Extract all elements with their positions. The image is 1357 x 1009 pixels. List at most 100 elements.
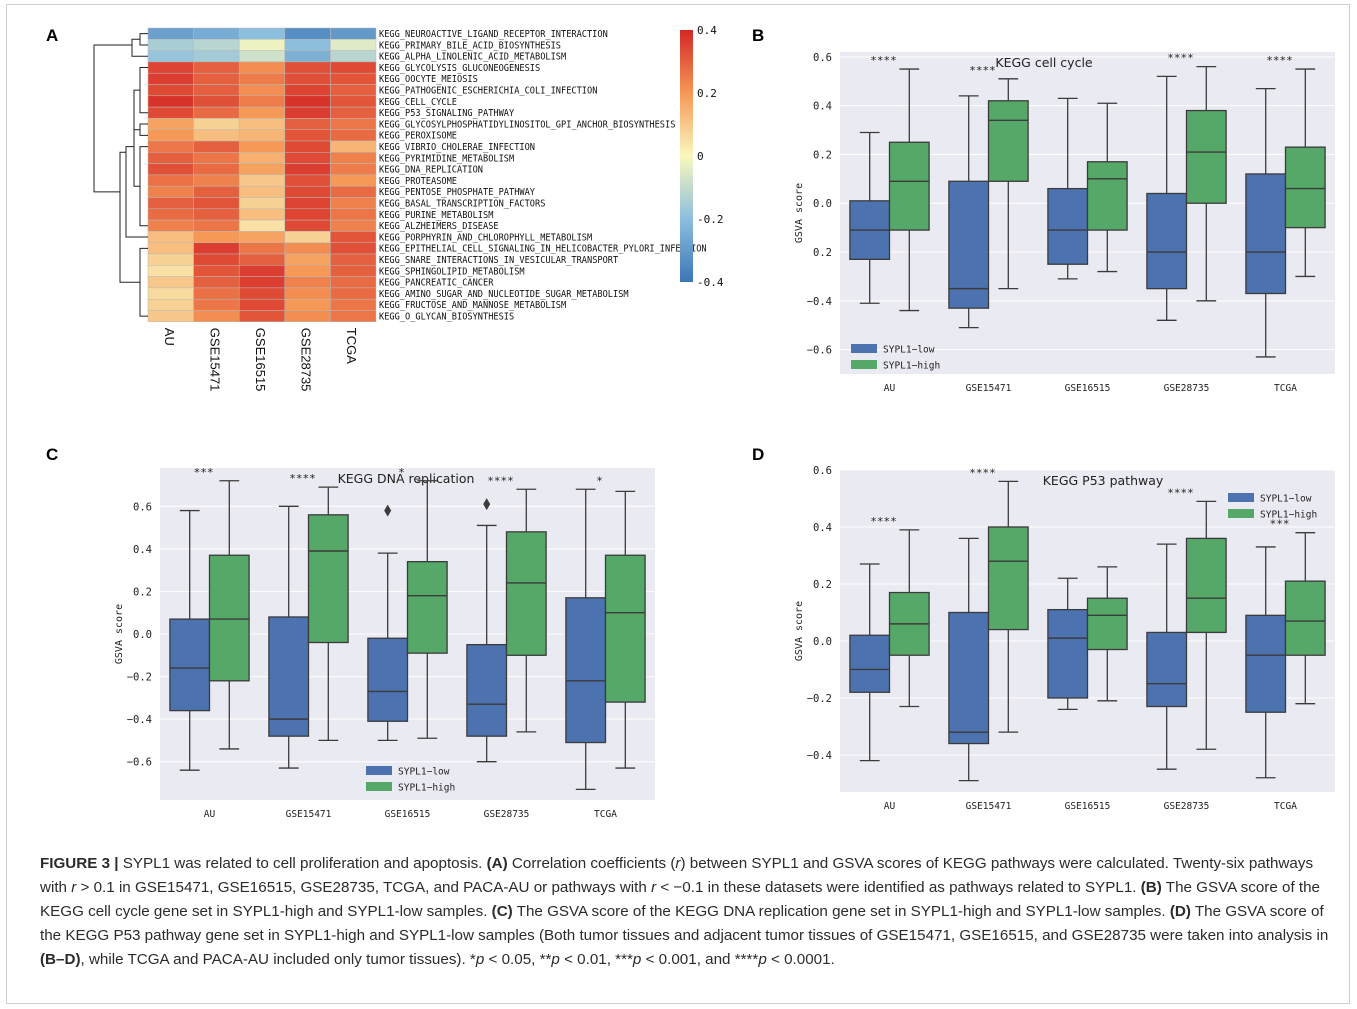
caption-a-text-3: > 0.1 in GSE15471, GSE16515, GSE28735, T… — [76, 879, 652, 896]
box — [268, 616, 310, 737]
heatmap-row-label: KEGG_EPITHELIAL_CELL_SIGNALING_IN_HELICO… — [379, 244, 707, 255]
figure-frame — [6, 4, 1350, 1004]
x-tick-label: TCGA — [1274, 801, 1297, 812]
caption-t-2: < 0.01, *** — [559, 951, 633, 968]
y-tick-label: 0.6 — [813, 465, 832, 477]
box — [948, 180, 990, 309]
x-tick-label: GSE15471 — [286, 809, 332, 820]
legend-swatch — [851, 344, 877, 353]
legend-swatch — [366, 782, 392, 791]
box — [1185, 109, 1227, 204]
heatmap-row-label: KEGG_PEROXISOME — [379, 131, 457, 142]
caption-r-2: r — [71, 879, 77, 896]
box — [1047, 187, 1089, 265]
colorbar-tick-label: 0.2 — [697, 87, 717, 100]
y-tick-label: 0.4 — [133, 544, 152, 556]
box — [1185, 537, 1227, 634]
heatmap-row-label: KEGG_PORPHYRIN_AND_CHLOROPHYLL_METABOLIS… — [379, 232, 592, 243]
significance-label: * — [398, 466, 405, 479]
box — [1086, 597, 1128, 651]
dendrogram-branch — [93, 44, 132, 193]
heatmap-row-label: KEGG_PURINE_METABOLISM — [379, 210, 494, 221]
caption-ref-c: (C) — [491, 903, 513, 920]
caption-ref-b: (B) — [1140, 879, 1162, 896]
significance-label: **** — [1167, 52, 1194, 65]
figure-caption: FIGURE 3 | SYPL1 was related to cell pro… — [40, 852, 1330, 972]
box — [1047, 608, 1089, 699]
caption-t-3: < 0.001, and **** — [641, 951, 759, 968]
legend-swatch — [1228, 493, 1254, 502]
caption-p-1: p — [475, 951, 485, 968]
chart-title: KEGG P53 pathway — [1043, 473, 1164, 488]
box — [1284, 146, 1326, 229]
x-tick-label: GSE16515 — [385, 809, 431, 820]
caption-p-3: p — [632, 951, 642, 968]
heatmap-row-label: KEGG_PATHOGENIC_ESCHERICHIA_COLI_INFECTI… — [379, 86, 598, 97]
legend-label: SYPL1−high — [398, 783, 455, 794]
box — [1146, 631, 1188, 708]
box — [1245, 173, 1287, 295]
x-tick-label: GSE16515 — [1065, 801, 1111, 812]
boxplot-panel-d: 0.6 0.4 0.2 0.0 −0.2 −0.4 GSVA score KEGG P53 p… — [794, 465, 1335, 812]
caption-a-text-2: ) between SYPL1 and GSVA scores of KEGG … — [40, 855, 1314, 896]
box — [987, 526, 1029, 631]
heatmap-row-label: KEGG_PENTOSE_PHOSPHATE_PATHWAY — [379, 187, 535, 198]
x-tick-label: AU — [204, 809, 216, 820]
colorbar-tick-label: -0.2 — [697, 213, 724, 226]
heatmap-row-label: KEGG_VIBRIO_CHOLERAE_INFECTION — [379, 142, 535, 153]
y-axis-label: GSVA score — [794, 601, 805, 661]
box — [406, 560, 448, 654]
x-tick-label: AU — [884, 801, 896, 812]
significance-label: **** — [1266, 54, 1293, 67]
heatmap-row-label: KEGG_DNA_REPLICATION — [379, 165, 483, 176]
box — [849, 634, 891, 693]
significance-label: **** — [289, 472, 316, 485]
caption-t-1: < 0.05, ** — [484, 951, 552, 968]
caption-p-2: p — [551, 951, 560, 968]
box — [987, 100, 1029, 182]
heatmap-column-label: TCGA — [344, 328, 359, 364]
y-tick-label: −0.6 — [807, 345, 832, 357]
caption-ref-d: (D) — [1169, 903, 1191, 920]
x-tick-label: GSE15471 — [966, 383, 1012, 394]
dendrogram-branch — [133, 89, 140, 187]
box — [604, 554, 646, 703]
y-tick-label: −0.4 — [807, 296, 832, 308]
dendrogram-branch — [131, 38, 148, 57]
panel-letter-d: D — [752, 445, 765, 464]
box — [1086, 161, 1128, 231]
box — [307, 514, 349, 644]
y-axis-label: GSVA score — [114, 604, 125, 664]
caption-r-3: r — [651, 879, 657, 896]
caption-sentence-1: SYPL1 was related to cell proliferation … — [118, 855, 487, 872]
boxplot-panel-b: 0.6 0.4 0.2 0.0 0.2 −0.4 −0.6 GSVA score KEGG ce… — [794, 52, 1335, 394]
significance-label: **** — [969, 64, 996, 77]
y-tick-label: 0.2 — [813, 247, 832, 259]
outlier-marker — [384, 504, 392, 517]
caption-t-4: < 0.0001. — [766, 951, 835, 968]
significance-label: *** — [194, 466, 214, 479]
heatmap-row-label: KEGG_SNARE_INTERACTIONS_IN_VESICULAR_TRA… — [379, 255, 618, 266]
heatmap-row-label: KEGG_SPHINGOLIPID_METABOLISM — [379, 266, 525, 277]
heatmap-row-label: KEGG_FRUCTOSE_AND_MANNOSE_METABOLISM — [379, 300, 566, 311]
heatmap-row-label: KEGG_P53_SIGNALING_PATHWAY — [379, 108, 514, 119]
legend-swatch — [851, 360, 877, 369]
heatmap-row-label: KEGG_ALPHA_LINOLENIC_ACID_METABOLISM — [379, 52, 566, 63]
heatmap-row-label: KEGG_GLYCOLYSIS_GLUCONEOGENESIS — [379, 63, 540, 74]
panel-letter-b: B — [752, 26, 765, 45]
y-tick-label: 0.6 — [813, 52, 832, 64]
chart-title: KEGG cell cycle — [995, 55, 1093, 70]
y-tick-label: 0.2 — [813, 579, 832, 591]
significance-label: *** — [1270, 518, 1290, 531]
heatmap-row-label: KEGG_PANCREATIC_CANCER — [379, 278, 494, 289]
heatmap-row-label: KEGG_PRIMARY_BILE_ACID_BIOSYNTHESIS — [379, 40, 561, 51]
heatmap-column-label: GSE28735 — [299, 328, 314, 392]
caption-d-text: The GSVA score of the KEGG P53 pathway g… — [40, 903, 1329, 944]
y-tick-label: 0.4 — [813, 101, 832, 113]
box — [505, 531, 547, 656]
y-tick-label: −0.2 — [807, 693, 832, 705]
heatmap-row-label: KEGG_GLYCOSYLPHOSPHATIDYLINOSITOL_GPI_AN… — [379, 119, 676, 130]
x-tick-label: AU — [884, 383, 896, 394]
significance-label: **** — [870, 515, 897, 528]
heatmap-row-label: KEGG_BASAL_TRANSCRIPTION_FACTORS — [379, 199, 546, 210]
